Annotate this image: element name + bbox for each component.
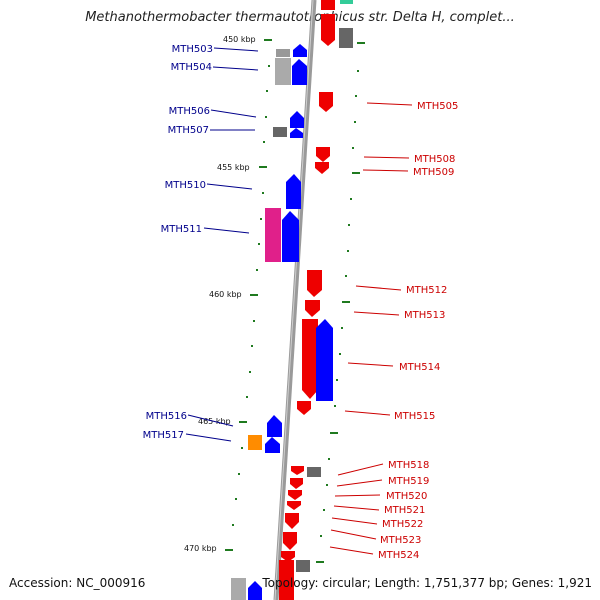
genome-summary: Topology: circular; Length: 1,751,377 bp… — [262, 576, 592, 590]
gene-feature-mth512[interactable] — [307, 270, 322, 297]
gene-feature-mth510[interactable] — [286, 174, 301, 209]
gene-feature-mth514[interactable] — [302, 319, 318, 399]
gene-feature-mth522[interactable] — [285, 513, 299, 529]
gene-label-mth513[interactable]: MTH513 — [404, 310, 445, 321]
gene-label-mth505[interactable]: MTH505 — [417, 101, 458, 112]
genome-backbone — [273, 0, 317, 600]
kbp-tick — [239, 421, 247, 423]
gene-feature-mth507[interactable] — [273, 127, 287, 137]
gene-feature-mth521[interactable] — [287, 501, 301, 510]
gene-feature-mth517[interactable] — [265, 437, 280, 453]
accession-text: Accession: NC_000916 — [9, 576, 146, 590]
gene-label-mth508[interactable]: MTH508 — [414, 154, 455, 165]
kbp-tick — [250, 294, 258, 296]
minor-ticks — [232, 65, 359, 537]
gene-feature[interactable] — [279, 560, 294, 600]
gene-label-mth503[interactable]: MTH503 — [172, 44, 213, 55]
gene-feature-mth513[interactable] — [305, 300, 320, 317]
gene-feature-mth504[interactable] — [275, 58, 291, 85]
kbp-label: 455 kbp — [217, 163, 250, 172]
gene-label-mth506[interactable]: MTH506 — [169, 106, 210, 117]
gene-feature-mth511-pink[interactable] — [265, 208, 281, 262]
kbp-tick — [316, 561, 324, 563]
gene-feature-mth515[interactable] — [297, 401, 311, 415]
gene-feature-mth504-arrow[interactable] — [292, 59, 307, 85]
kbp-ticks — [225, 39, 365, 563]
gene-feature-mth506[interactable] — [290, 111, 304, 128]
gene-feature[interactable] — [231, 578, 246, 600]
gene-label-mth510[interactable]: MTH510 — [165, 180, 206, 191]
gene-label-mth516[interactable]: MTH516 — [146, 411, 187, 422]
kbp-label: 470 kbp — [184, 544, 217, 553]
gene-feature-mth503-arrow[interactable] — [293, 44, 307, 57]
gene-label-mth504[interactable]: MTH504 — [171, 62, 212, 73]
kbp-tick — [225, 549, 233, 551]
left-leader-lines — [185, 47, 259, 442]
gene-label-mth521[interactable]: MTH521 — [384, 505, 425, 516]
kbp-tick — [259, 166, 267, 168]
gene-label-mth517[interactable]: MTH517 — [143, 430, 184, 441]
gene-label-mth511[interactable]: MTH511 — [161, 224, 202, 235]
gene-feature-mth518[interactable] — [291, 466, 304, 475]
kbp-tick — [342, 301, 350, 303]
gene-feature-mth519[interactable] — [290, 478, 303, 489]
gene-feature-mth524[interactable] — [281, 551, 295, 562]
gene-label-mth523[interactable]: MTH523 — [380, 535, 421, 546]
gene-feature-mth505[interactable] — [319, 92, 333, 112]
kbp-label: 450 kbp — [223, 35, 256, 44]
gene-feature[interactable] — [321, 0, 335, 10]
gene-feature-mth520[interactable] — [288, 490, 302, 500]
gene-feature-mth503[interactable] — [276, 49, 290, 57]
gene-feature[interactable] — [321, 14, 335, 46]
kbp-tick — [264, 39, 272, 41]
gene-feature-mth516[interactable] — [267, 415, 282, 437]
map-title: Methanothermobacter thermautotrophicus s… — [85, 10, 515, 25]
gene-label-mth522[interactable]: MTH522 — [382, 519, 423, 530]
gene-feature-mth514-forward[interactable] — [316, 319, 333, 401]
gene-feature-mth509[interactable] — [315, 162, 329, 174]
gene-label-mth519[interactable]: MTH519 — [388, 476, 429, 487]
gene-feature-mth508[interactable] — [316, 147, 330, 162]
kbp-tick — [330, 432, 338, 434]
genome-backbone-highlight — [274, 0, 314, 600]
gene-label-mth514[interactable]: MTH514 — [399, 362, 440, 373]
gene-feature[interactable] — [339, 28, 353, 48]
kbp-tick — [352, 172, 360, 174]
gene-feature[interactable] — [248, 581, 262, 600]
gene-label-mth518[interactable]: MTH518 — [388, 460, 429, 471]
gene-label-mth507[interactable]: MTH507 — [168, 125, 209, 136]
gene-feature-mth523[interactable] — [283, 532, 297, 550]
gene-label-mth515[interactable]: MTH515 — [394, 411, 435, 422]
gene-feature-mth511[interactable] — [282, 211, 299, 262]
gene-feature[interactable] — [296, 560, 310, 572]
kbp-tick — [357, 42, 365, 44]
gene-feature-mth507-arrow[interactable] — [290, 128, 303, 138]
reverse-strand-features — [279, 92, 333, 600]
gene-label-mth520[interactable]: MTH520 — [386, 491, 427, 502]
gene-label-mth509[interactable]: MTH509 — [413, 167, 454, 178]
gene-feature-mth518-grey[interactable] — [307, 467, 321, 477]
forward-gene-labels: MTH503 MTH504 MTH506 MTH507 MTH510 MTH51… — [143, 44, 213, 441]
kbp-label: 460 kbp — [209, 290, 242, 299]
forward-strand-features — [231, 44, 307, 600]
gene-label-mth512[interactable]: MTH512 — [406, 285, 447, 296]
gene-label-mth524[interactable]: MTH524 — [378, 550, 419, 561]
gene-feature-mth517-orange[interactable] — [248, 435, 262, 450]
reverse-gene-labels: MTH505 MTH508 MTH509 MTH512 MTH513 MTH51… — [378, 101, 458, 561]
right-leader-lines — [329, 102, 413, 555]
gene-feature[interactable] — [340, 0, 353, 4]
